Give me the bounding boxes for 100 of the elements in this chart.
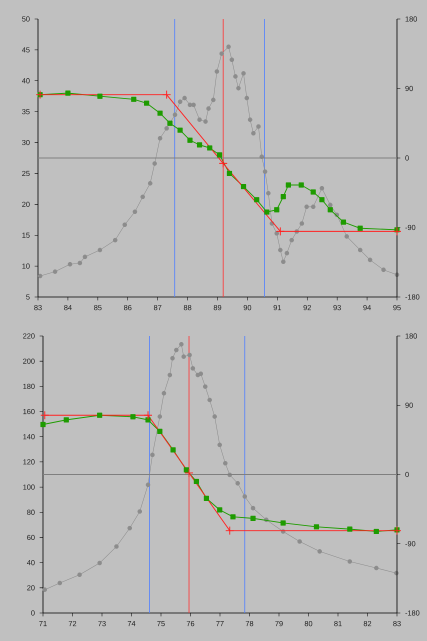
point <box>97 94 103 99</box>
point <box>78 260 82 266</box>
point <box>328 202 333 208</box>
point <box>374 566 379 570</box>
point <box>340 219 346 225</box>
point <box>274 231 279 236</box>
point <box>235 481 240 486</box>
point <box>266 190 271 196</box>
point <box>146 482 150 488</box>
point <box>132 209 138 214</box>
point <box>310 189 316 195</box>
point <box>182 96 187 100</box>
point <box>130 414 136 420</box>
point <box>191 102 196 108</box>
point <box>170 356 175 361</box>
point <box>131 96 136 102</box>
point <box>310 204 316 210</box>
point <box>170 447 176 452</box>
point <box>97 560 102 566</box>
point <box>52 269 58 274</box>
point <box>250 516 256 521</box>
point <box>197 117 202 122</box>
point <box>196 142 202 148</box>
point <box>137 509 142 514</box>
point <box>304 204 309 210</box>
point <box>250 506 256 510</box>
point <box>281 260 286 264</box>
point <box>347 526 352 532</box>
point <box>344 234 350 239</box>
point <box>254 197 260 202</box>
point <box>317 549 322 554</box>
point <box>144 410 152 420</box>
point <box>77 572 82 577</box>
point <box>240 184 246 190</box>
point <box>144 100 150 106</box>
point <box>206 106 211 111</box>
point <box>38 274 42 278</box>
point <box>97 412 102 418</box>
point <box>217 507 222 512</box>
point <box>190 366 196 371</box>
point <box>172 112 178 118</box>
point <box>280 520 286 526</box>
point <box>207 398 212 402</box>
point <box>64 417 69 422</box>
point <box>328 207 333 212</box>
point <box>223 461 228 466</box>
point <box>284 250 290 256</box>
point <box>314 524 320 530</box>
point <box>297 539 302 544</box>
point <box>162 391 166 396</box>
point <box>251 131 256 136</box>
point <box>230 514 236 520</box>
point <box>127 526 132 530</box>
point <box>278 248 283 252</box>
point <box>368 258 372 262</box>
point <box>40 422 46 428</box>
point <box>348 559 352 564</box>
point <box>242 494 248 499</box>
point <box>226 170 232 176</box>
point <box>202 384 208 389</box>
point <box>178 100 182 104</box>
point <box>374 528 379 534</box>
point <box>167 120 173 126</box>
point <box>112 238 118 242</box>
point <box>158 136 162 140</box>
point <box>214 69 220 74</box>
point <box>217 442 222 448</box>
point <box>256 124 261 129</box>
point <box>82 254 88 260</box>
point <box>289 238 294 242</box>
point <box>140 194 145 200</box>
point <box>58 580 62 586</box>
point <box>276 226 285 236</box>
point <box>68 262 72 267</box>
point <box>157 428 162 434</box>
point <box>188 102 192 108</box>
point <box>300 221 304 226</box>
point <box>218 158 228 168</box>
point <box>168 372 172 378</box>
point <box>280 194 286 200</box>
point <box>40 410 50 420</box>
point <box>65 90 71 96</box>
point <box>204 496 210 501</box>
point <box>157 110 163 116</box>
point <box>216 152 222 158</box>
point <box>225 526 234 536</box>
point <box>207 145 212 151</box>
point <box>162 90 172 100</box>
point <box>226 44 231 50</box>
point <box>392 526 402 536</box>
point <box>274 207 280 212</box>
point <box>236 86 241 90</box>
point <box>248 117 252 122</box>
point <box>244 96 250 100</box>
point <box>286 182 291 188</box>
point <box>358 226 363 231</box>
point <box>194 478 199 484</box>
point <box>358 248 362 252</box>
point <box>114 544 119 549</box>
point <box>198 372 204 376</box>
